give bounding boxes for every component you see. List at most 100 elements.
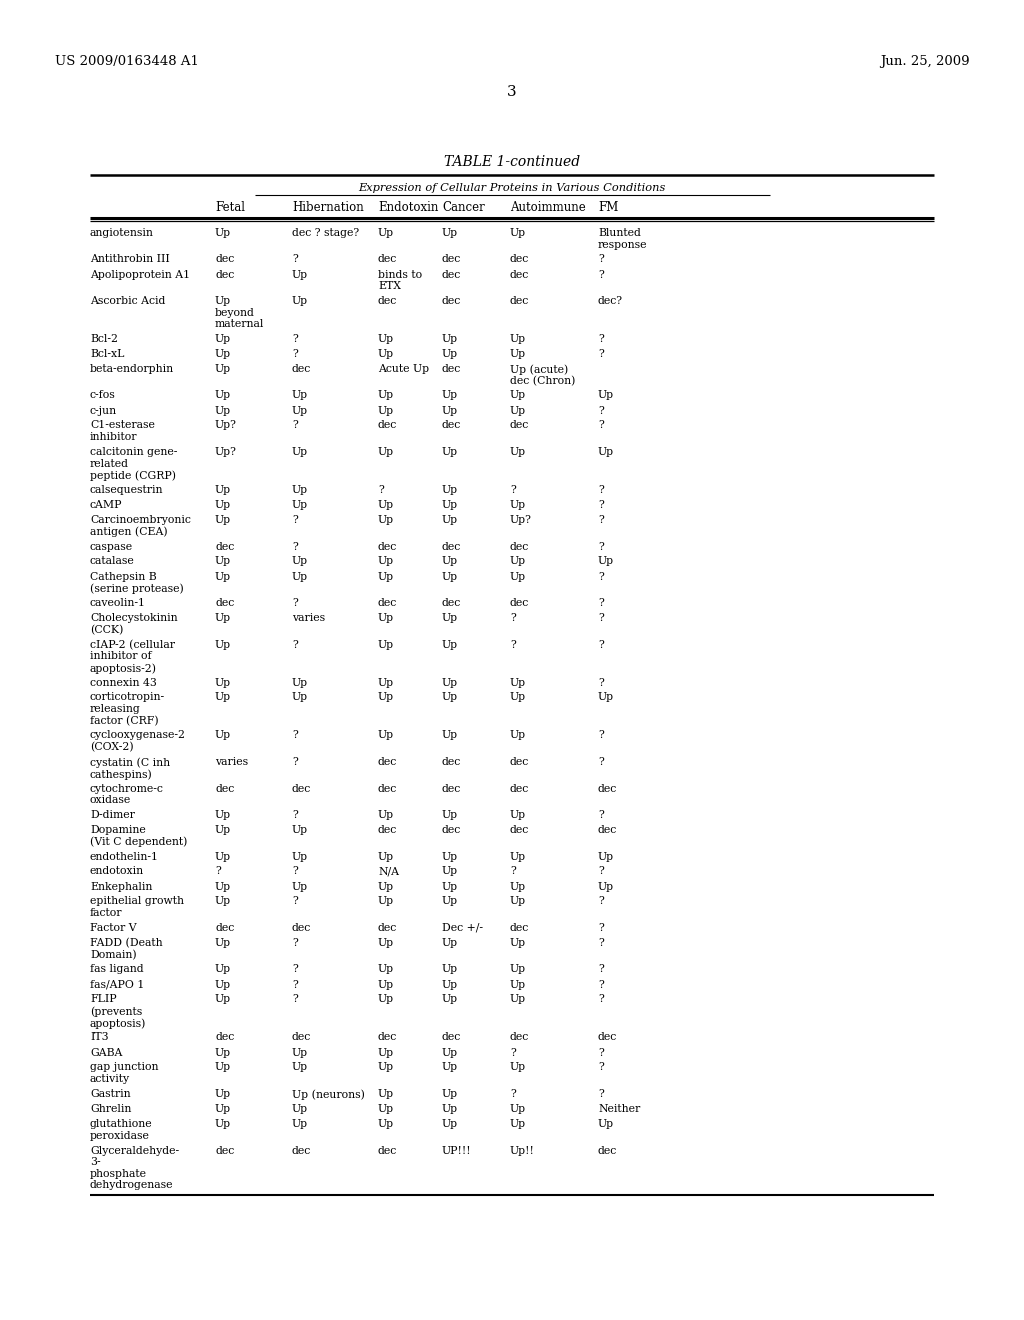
Text: Up: Up: [292, 677, 308, 688]
Text: dec: dec: [442, 255, 461, 264]
Text: Up: Up: [292, 693, 308, 702]
Text: Up: Up: [510, 896, 526, 907]
Text: Up: Up: [442, 693, 458, 702]
Text: Up: Up: [215, 810, 231, 820]
Text: Up: Up: [292, 500, 308, 510]
Text: Up: Up: [598, 447, 614, 457]
Text: Up!!: Up!!: [510, 1146, 535, 1155]
Text: dec: dec: [378, 825, 397, 836]
Text: ?: ?: [292, 255, 298, 264]
Text: cIAP-2 (cellular
inhibitor of
apoptosis-2): cIAP-2 (cellular inhibitor of apoptosis-…: [90, 639, 175, 673]
Text: dec: dec: [378, 756, 397, 767]
Text: Up: Up: [442, 391, 458, 400]
Text: Acute Up: Acute Up: [378, 364, 429, 374]
Text: ?: ?: [292, 639, 298, 649]
Text: dec: dec: [510, 598, 529, 609]
Text: dec: dec: [442, 541, 461, 552]
Text: Up: Up: [215, 557, 231, 566]
Text: ?: ?: [292, 965, 298, 974]
Text: dec: dec: [510, 923, 529, 933]
Text: Up: Up: [215, 484, 231, 495]
Text: cAMP: cAMP: [90, 500, 123, 510]
Text: US 2009/0163448 A1: US 2009/0163448 A1: [55, 55, 199, 69]
Text: Up: Up: [598, 693, 614, 702]
Text: Up?: Up?: [215, 421, 237, 430]
Text: gap junction
activity: gap junction activity: [90, 1063, 159, 1084]
Text: ?: ?: [598, 979, 604, 990]
Text: Up: Up: [510, 572, 526, 582]
Text: Up: Up: [442, 979, 458, 990]
Text: Up: Up: [442, 939, 458, 948]
Text: ?: ?: [598, 334, 604, 345]
Text: Up: Up: [292, 1104, 308, 1114]
Text: Up: Up: [215, 1063, 231, 1072]
Text: Antithrobin III: Antithrobin III: [90, 255, 170, 264]
Text: Up: Up: [292, 405, 308, 416]
Text: Up: Up: [598, 882, 614, 891]
Text: Up: Up: [510, 557, 526, 566]
Text: dec: dec: [378, 1032, 397, 1043]
Text: ?: ?: [292, 334, 298, 345]
Text: Up: Up: [378, 515, 394, 525]
Text: ?: ?: [598, 405, 604, 416]
Text: Up: Up: [598, 1119, 614, 1129]
Text: ?: ?: [598, 965, 604, 974]
Text: Up: Up: [292, 572, 308, 582]
Text: Up: Up: [215, 1119, 231, 1129]
Text: Up: Up: [292, 391, 308, 400]
Text: calcitonin gene-
related
peptide (CGRP): calcitonin gene- related peptide (CGRP): [90, 447, 177, 480]
Text: dec: dec: [598, 825, 617, 836]
Text: Up: Up: [378, 882, 394, 891]
Text: ?: ?: [292, 979, 298, 990]
Text: dec: dec: [442, 296, 461, 306]
Text: GABA: GABA: [90, 1048, 123, 1057]
Text: Up: Up: [510, 810, 526, 820]
Text: Carcinoembryonic
antigen (CEA): Carcinoembryonic antigen (CEA): [90, 515, 190, 537]
Text: caveolin-1: caveolin-1: [90, 598, 146, 609]
Text: Up: Up: [510, 348, 526, 359]
Text: Up: Up: [442, 612, 458, 623]
Text: Up: Up: [510, 1063, 526, 1072]
Text: Up: Up: [598, 851, 614, 862]
Text: Up: Up: [510, 228, 526, 238]
Text: Up: Up: [215, 825, 231, 836]
Text: Up: Up: [215, 515, 231, 525]
Text: dec: dec: [442, 421, 461, 430]
Text: ?: ?: [292, 730, 298, 741]
Text: Up: Up: [378, 1104, 394, 1114]
Text: Up: Up: [215, 1048, 231, 1057]
Text: dec: dec: [378, 598, 397, 609]
Text: ?: ?: [292, 939, 298, 948]
Text: Up (neurons): Up (neurons): [292, 1089, 365, 1100]
Text: dec: dec: [378, 784, 397, 793]
Text: endothelin-1: endothelin-1: [90, 851, 159, 862]
Text: Up: Up: [378, 639, 394, 649]
Text: Glyceraldehyde-
3-
phosphate
dehydrogenase: Glyceraldehyde- 3- phosphate dehydrogena…: [90, 1146, 179, 1191]
Text: ?: ?: [598, 500, 604, 510]
Text: Up: Up: [442, 348, 458, 359]
Text: Up: Up: [378, 939, 394, 948]
Text: Up: Up: [510, 1104, 526, 1114]
Text: Up: Up: [215, 979, 231, 990]
Text: Blunted
response: Blunted response: [598, 228, 647, 249]
Text: dec: dec: [215, 598, 234, 609]
Text: ?: ?: [598, 255, 604, 264]
Text: 3: 3: [507, 84, 517, 99]
Text: dec: dec: [442, 756, 461, 767]
Text: cyclooxygenase-2
(COX-2): cyclooxygenase-2 (COX-2): [90, 730, 186, 752]
Text: Ascorbic Acid: Ascorbic Acid: [90, 296, 165, 306]
Text: Up: Up: [378, 1089, 394, 1100]
Text: Up: Up: [215, 364, 231, 374]
Text: Up: Up: [378, 979, 394, 990]
Text: Up: Up: [442, 484, 458, 495]
Text: angiotensin: angiotensin: [90, 228, 154, 238]
Text: ?: ?: [510, 612, 516, 623]
Text: beta-endorphin: beta-endorphin: [90, 364, 174, 374]
Text: Up: Up: [378, 348, 394, 359]
Text: ?: ?: [598, 639, 604, 649]
Text: Up: Up: [442, 882, 458, 891]
Text: dec: dec: [510, 541, 529, 552]
Text: Up: Up: [215, 851, 231, 862]
Text: dec?: dec?: [598, 296, 623, 306]
Text: Gastrin: Gastrin: [90, 1089, 131, 1100]
